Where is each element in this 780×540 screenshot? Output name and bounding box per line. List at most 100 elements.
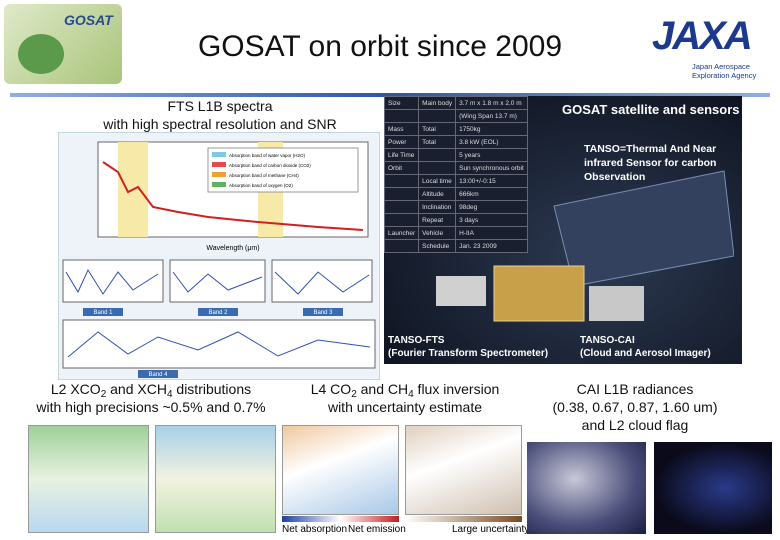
table-cell: 1750kg [455,122,528,136]
caption-part: distributions [172,381,252,397]
fts-caption: FTS L1B spectra with high spectral resol… [70,97,370,133]
cai-instrument [589,286,644,321]
table-cell: Mass [383,122,420,136]
spectrum-curve [102,161,364,231]
legend-text: Absorption band of oxygen (O2) [229,183,293,188]
caption-line: FTS L1B spectra [167,98,273,114]
band-tag [138,370,178,378]
legend-swatch [212,152,226,157]
scale-label: Large uncertainty [452,524,530,535]
tanso-line: infrared Sensor for carbon [584,157,717,169]
table-cell [383,200,420,214]
cai-images [527,442,772,534]
color-bar [282,516,399,522]
jaxa-logo: JAXA [652,14,753,58]
caption-line: L4 CO2 and CH4 flux inversion [280,380,530,400]
gosat-logo: GOSAT [4,4,122,84]
fts-figure: Absorption band of water vapor (H2O) Abs… [58,132,380,380]
l4-caption: L4 CO2 and CH4 flux inversion with uncer… [280,380,530,416]
logo-text: GOSAT [64,12,113,28]
caption-line: (0.38, 0.67, 0.87, 1.60 um) [552,399,718,415]
band-curve [65,268,159,295]
scale-label: Net absorption [282,524,348,535]
map [155,425,276,533]
band-plot [271,259,373,303]
cai-caption: CAI L1B radiances (0.38, 0.67, 0.87, 1.6… [520,380,750,434]
table-cell: Total [418,135,457,149]
table-row: Schedule Jan. 23 2009 [383,239,528,253]
table-cell: Size [383,96,420,110]
table-cell: 3.8 kW (EOL) [455,135,528,149]
legend-text: Absorption band of carbon dioxide (CO2) [229,163,311,168]
table-cell: Schedule [418,239,457,253]
legend-swatch [212,162,226,167]
band-tag [83,308,123,316]
band-label: Band 2 [208,310,228,316]
table-cell: Launcher [383,226,420,240]
caption-sub: 4 [166,389,173,400]
scale-label: Net emission [348,524,406,535]
l2-caption: L2 XCO2 and XCH4 distributions with high… [20,380,282,416]
tanso-line: Observation [584,171,646,183]
jaxa-name-line: Japan Aerospace [692,62,750,71]
table-row: Inclination 98deg [383,200,528,214]
band-tag [198,308,238,316]
legend-text: Absorption band of water vapor (H2O) [229,153,306,158]
fts-line: (Fourier Transform Spectrometer) [388,348,549,359]
caption-sub: 4 [408,389,414,400]
l4-maps [282,425,522,515]
cai-line: TANSO-CAI [580,335,635,346]
jaxa-name: Japan Aerospace Exploration Agency [692,62,756,80]
caption-part: L2 XCO [50,381,101,397]
band-tag [303,308,343,316]
map [405,425,522,515]
logo-earth [18,34,64,74]
caption-sub: 2 [100,389,107,400]
solar-panel [553,170,734,287]
table-row: Altitude 666km [383,187,528,201]
legend-swatch [212,182,226,187]
table-cell: Main body [418,96,457,110]
table-cell [418,148,457,162]
table-row: Mass Total 1750kg [383,122,528,136]
tanso-line: TANSO=Thermal And Near [584,143,717,155]
fts-label: TANSO-FTS (Fourier Transform Spectromete… [388,334,548,360]
band-plot [62,319,376,369]
caption-part: flux inversion [413,381,500,397]
l2-maps [28,425,276,533]
band-label: Band 1 [93,310,113,316]
table-row: Life Time 5 years [383,148,528,162]
caption-sub: 2 [351,389,357,400]
table-cell [383,109,420,123]
jaxa-name-line: Exploration Agency [692,71,757,80]
table-row: Power Total 3.8 kW (EOL) [383,135,528,149]
band-label: Band 4 [148,372,168,378]
table-cell: (Wing Span 13.7 m) [455,109,528,123]
map [282,425,399,515]
satellite-illustration [436,170,734,322]
table-row: Launcher Vehicle H-IIA [383,226,528,240]
divider [10,93,770,97]
caption-line: with high precisions ~0.5% and 0.7% [36,399,266,415]
color-bar [405,516,522,522]
table-cell: 5 years [455,148,528,162]
table-cell [383,239,420,253]
table-cell: Jan. 23 2009 [455,239,528,253]
caption-part: L4 CO [310,381,352,397]
table-row: Size Main body 3.7 m x 1.8 m x 2.0 m [383,96,528,110]
cai-label: TANSO-CAI (Cloud and Aerosol Imager) [580,334,711,360]
caption-line: with uncertainty estimate [327,399,483,415]
axis-label: Wavelength (μm) [206,245,259,252]
title: GOSAT on orbit since 2009 [197,30,563,63]
band-curve [67,331,371,358]
caption-part: and XCH [106,381,167,397]
table-cell [383,174,420,188]
caption-line: and L2 cloud flag [581,417,689,433]
table-row: Orbit Sun synchronous orbit [383,161,528,175]
legend-swatch [212,172,226,177]
table-cell [383,213,420,227]
table-cell: Power [383,135,420,149]
table-cell: Life Time [383,148,420,162]
